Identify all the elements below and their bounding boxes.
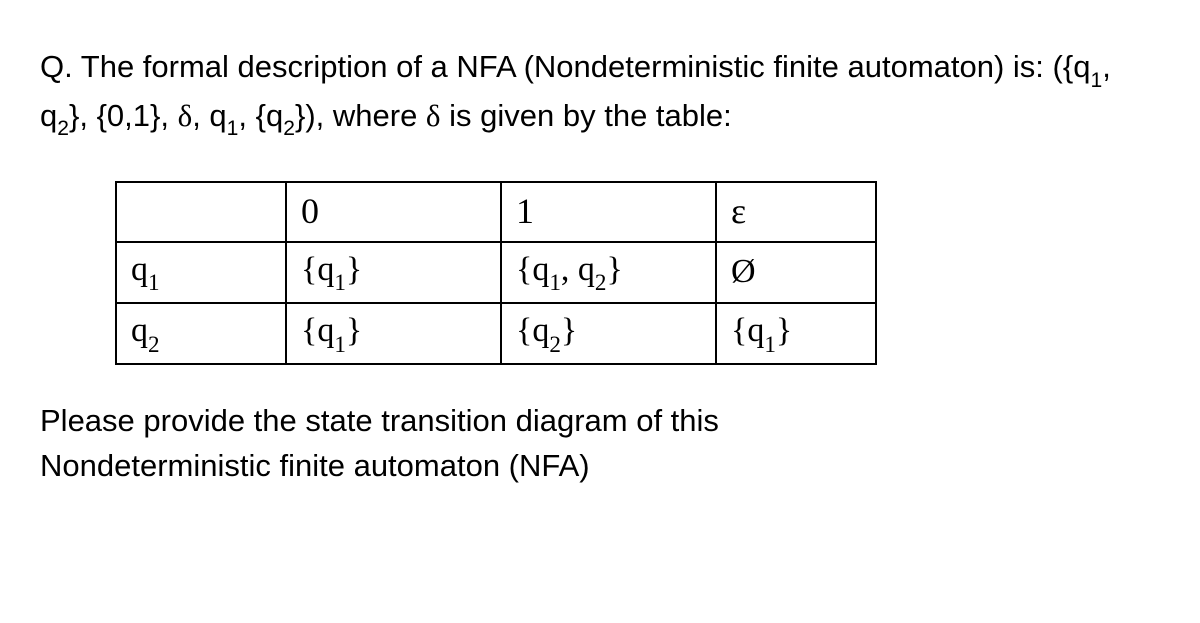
delta-symbol: δ bbox=[178, 98, 193, 133]
header-1: 1 bbox=[501, 182, 716, 242]
set-open: {q bbox=[516, 251, 549, 288]
question-suffix: is given by the table: bbox=[441, 98, 732, 133]
cell-1: {q1, q2} bbox=[501, 242, 716, 303]
set-close: } bbox=[606, 251, 622, 288]
question-prefix: Q. The formal description of a NFA (Nond… bbox=[40, 49, 1053, 84]
table-row: q1 {q1} {q1, q2} Ø bbox=[116, 242, 876, 303]
state-sub: 2 bbox=[148, 332, 160, 358]
question-paragraph: Q. The formal description of a NFA (Nond… bbox=[40, 45, 1160, 143]
closing-paragraph: Please provide the state transition diag… bbox=[40, 399, 1160, 489]
delta-symbol-2: δ bbox=[426, 98, 441, 133]
table-row: q2 {q1} {q2} {q1} bbox=[116, 303, 876, 364]
cell-eps: {q1} bbox=[716, 303, 876, 364]
set-sub1: 1 bbox=[549, 270, 561, 296]
set-close: } bbox=[346, 312, 362, 349]
start-state-prefix: , q bbox=[192, 98, 226, 133]
closing-line-1: Please provide the state transition diag… bbox=[40, 399, 1160, 444]
set-sub2: 2 bbox=[595, 270, 607, 296]
set-open: {q bbox=[301, 312, 334, 349]
accept-sub: 2 bbox=[283, 117, 295, 140]
state-sub: 1 bbox=[148, 270, 160, 296]
set-close: } bbox=[561, 312, 577, 349]
empty-set: Ø bbox=[731, 253, 756, 290]
transition-table-container: 0 1 ε q1 {q1} {q1, q2} Ø q2 {q1} bbox=[40, 181, 1160, 366]
set-open: {q bbox=[516, 312, 549, 349]
header-0: 0 bbox=[286, 182, 501, 242]
q1-sub: 1 bbox=[1090, 69, 1102, 92]
set-close: } bbox=[776, 312, 792, 349]
state-cell: q2 bbox=[116, 303, 286, 364]
set-close: } bbox=[346, 251, 362, 288]
table-header-row: 0 1 ε bbox=[116, 182, 876, 242]
accept-open: , {q bbox=[238, 98, 283, 133]
cell-eps: Ø bbox=[716, 242, 876, 303]
tuple-end: }), where bbox=[295, 98, 426, 133]
set-sub: 1 bbox=[334, 270, 346, 296]
transition-table: 0 1 ε q1 {q1} {q1, q2} Ø q2 {q1} bbox=[115, 181, 877, 366]
set-sub: 2 bbox=[549, 332, 561, 358]
cell-0: {q1} bbox=[286, 303, 501, 364]
state-cell: q1 bbox=[116, 242, 286, 303]
set-open: {q bbox=[301, 251, 334, 288]
cell-0: {q1} bbox=[286, 242, 501, 303]
header-blank bbox=[116, 182, 286, 242]
closing-line-2: Nondeterministic finite automaton (NFA) bbox=[40, 444, 1160, 489]
tuple-open: ({q bbox=[1053, 49, 1091, 84]
state-q: q bbox=[131, 312, 148, 349]
alphabet: }, {0,1}, bbox=[69, 98, 178, 133]
start-state-sub: 1 bbox=[227, 117, 239, 140]
state-q: q bbox=[131, 251, 148, 288]
set-mid: , q bbox=[561, 251, 595, 288]
q2-sub: 2 bbox=[57, 117, 69, 140]
set-sub: 1 bbox=[764, 332, 776, 358]
set-open: {q bbox=[731, 312, 764, 349]
header-epsilon: ε bbox=[716, 182, 876, 242]
cell-1: {q2} bbox=[501, 303, 716, 364]
set-sub: 1 bbox=[334, 332, 346, 358]
